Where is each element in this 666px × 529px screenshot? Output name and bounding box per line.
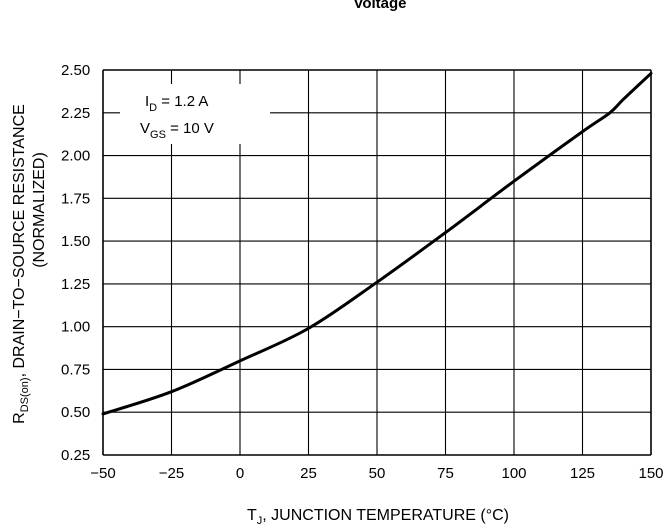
y-tick-label: 2.50 bbox=[61, 62, 90, 79]
y-tick-label: 1.75 bbox=[61, 190, 90, 207]
tick-labels: −50 −25 0 25 50 75 100 125 150 0.25 0.50 0.75 1.00 1.… bbox=[61, 62, 664, 482]
y-tick-label: 1.00 bbox=[61, 319, 90, 336]
annotation: ID = 1.2 A VGS = 10 V bbox=[120, 84, 270, 144]
y-axis-title-rest: , DRAIN−TO−SOURCE RESISTANCE bbox=[11, 104, 28, 377]
x-tick-label: 100 bbox=[501, 465, 526, 482]
x-tick-label: 150 bbox=[638, 465, 663, 482]
y-tick-label: 1.25 bbox=[61, 276, 90, 293]
annotation-vgs: VGS = 10 V bbox=[140, 120, 214, 141]
series bbox=[101, 71, 653, 416]
annotation-id: ID = 1.2 A bbox=[145, 93, 208, 114]
series-line bbox=[101, 71, 653, 416]
x-axis-title-rest: , JUNCTION TEMPERATURE (°C) bbox=[262, 507, 509, 524]
annotation-id-main: I bbox=[145, 93, 149, 110]
y-axis-title-sub: DS(on) bbox=[19, 377, 31, 412]
y-axis-title-line2: (NORMALIZED) bbox=[31, 152, 48, 268]
y-tick-label: 0.50 bbox=[61, 404, 90, 421]
x-axis-title: TJ, JUNCTION TEMPERATURE (°C) bbox=[247, 507, 509, 527]
annotation-id-sub: D bbox=[149, 102, 157, 114]
y-tick-label: 0.25 bbox=[61, 447, 90, 464]
x-axis-title-sub: J bbox=[257, 515, 263, 527]
y-axis-title: RDS(on), DRAIN−TO−SOURCE RESISTANCE bbox=[11, 104, 31, 424]
annotation-vgs-main: V bbox=[140, 120, 150, 137]
annotation-id-rest: = 1.2 A bbox=[157, 93, 208, 110]
x-tick-label: −50 bbox=[90, 465, 115, 482]
x-tick-label: 0 bbox=[236, 465, 244, 482]
annotation-vgs-rest: = 10 V bbox=[166, 120, 214, 137]
annotation-background bbox=[120, 84, 270, 144]
y-tick-label: 2.00 bbox=[61, 148, 90, 165]
x-tick-label: −25 bbox=[159, 465, 184, 482]
annotation-vgs-sub: GS bbox=[150, 129, 166, 141]
x-tick-label: 75 bbox=[437, 465, 454, 482]
x-axis-title-main: T bbox=[247, 507, 257, 524]
y-tick-label: 2.25 bbox=[61, 105, 90, 122]
y-tick-label: 1.50 bbox=[61, 233, 90, 250]
chart-title: Voltage bbox=[353, 0, 406, 12]
y-tick-label: 0.75 bbox=[61, 361, 90, 378]
x-tick-label: 50 bbox=[369, 465, 386, 482]
y-axis-title-main: R bbox=[11, 412, 28, 424]
x-tick-label: 25 bbox=[300, 465, 317, 482]
x-tick-label: 125 bbox=[570, 465, 595, 482]
